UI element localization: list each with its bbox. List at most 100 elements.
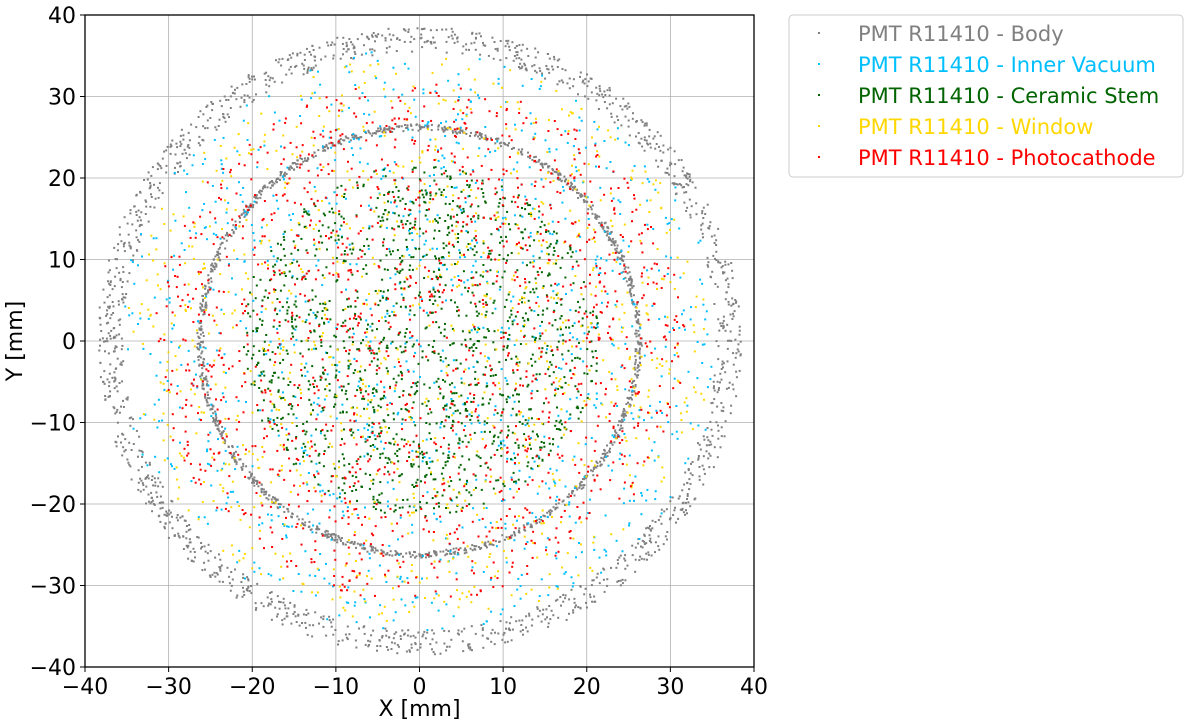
scatter-point-series-2 [474,181,477,184]
scatter-point-series-1 [586,200,589,203]
scatter-point-series-2 [696,377,699,380]
scatter-point-series-1 [456,632,459,635]
scatter-point-series-1 [109,334,112,337]
scatter-point-series-2 [368,113,371,116]
scatter-point-series-2 [364,130,367,133]
scatter-point-series-3 [547,368,550,371]
scatter-point-series-1 [203,545,206,548]
scatter-point-series-1 [447,630,450,633]
scatter-point-series-1 [158,182,161,185]
scatter-point-series-3 [447,251,450,254]
scatter-point-series-2 [556,284,559,287]
scatter-point-series-3 [477,205,480,208]
scatter-point-series-2 [278,309,281,312]
scatter-point-series-3 [505,358,507,361]
scatter-point-series-2 [180,363,183,366]
scatter-point-series-1 [441,128,444,131]
scatter-point-series-3 [480,188,483,191]
scatter-point-series-2 [385,581,388,583]
scatter-point-series-1 [637,329,640,332]
scatter-point-series-1 [381,130,384,133]
scatter-point-series-1 [166,145,169,148]
scatter-point-series-1 [564,503,566,506]
scatter-point-series-1 [715,421,718,424]
scatter-point-series-1 [510,534,513,537]
scatter-point-series-1 [283,174,286,177]
scatter-point-series-3 [344,319,347,322]
scatter-point-series-3 [430,311,433,314]
scatter-point-series-1 [262,605,265,608]
scatter-point-series-1 [493,41,496,43]
scatter-point-series-2 [243,260,246,263]
scatter-point-series-2 [349,263,352,266]
scatter-point-series-1 [541,72,543,75]
scatter-point-series-2 [306,370,309,373]
scatter-point-series-1 [331,536,334,539]
scatter-point-series-2 [628,245,630,248]
scatter-point-series-3 [438,290,440,293]
scatter-point-series-3 [514,223,517,226]
scatter-point-series-3 [262,370,265,373]
scatter-point-series-1 [132,443,135,445]
scatter-point-series-1 [624,579,627,582]
scatter-point-series-1 [369,48,372,51]
scatter-point-series-2 [445,537,447,540]
scatter-point-series-3 [466,409,469,412]
scatter-point-series-3 [295,325,298,328]
scatter-point-series-1 [681,489,684,492]
scatter-point-series-3 [382,290,385,293]
scatter-point-series-1 [690,462,692,465]
scatter-point-series-3 [431,350,434,353]
scatter-point-series-2 [646,178,649,181]
scatter-point-series-3 [441,256,444,258]
scatter-point-series-1 [494,142,497,145]
scatter-point-series-2 [549,232,551,235]
scatter-point-series-2 [569,332,572,335]
scatter-point-series-1 [578,486,581,489]
scatter-point-series-2 [383,447,386,450]
scatter-point-series-1 [197,347,199,350]
scatter-point-series-3 [425,326,428,329]
scatter-point-series-1 [115,445,118,448]
scatter-point-series-2 [245,401,247,403]
scatter-point-series-3 [447,214,449,217]
scatter-point-series-1 [689,180,691,183]
scatter-point-series-1 [459,131,462,134]
scatter-point-series-1 [219,243,222,246]
scatter-point-series-1 [492,544,495,547]
scatter-point-series-1 [619,579,622,582]
scatter-point-series-3 [294,447,297,450]
scatter-point-series-1 [238,458,241,461]
scatter-point-series-3 [404,223,407,226]
scatter-point-series-1 [462,650,465,653]
scatter-point-series-1 [138,225,141,228]
scatter-point-series-1 [510,536,513,539]
scatter-point-series-3 [399,257,401,259]
scatter-point-series-2 [347,601,350,604]
scatter-point-series-2 [439,426,442,429]
scatter-point-series-2 [236,561,239,564]
scatter-point-series-2 [509,488,512,490]
scatter-point-series-1 [263,184,266,187]
scatter-point-series-1 [465,48,468,51]
scatter-point-series-1 [734,356,737,359]
scatter-point-series-3 [435,321,438,324]
scatter-point-series-3 [500,442,502,445]
scatter-point-series-1 [231,456,234,459]
scatter-point-series-3 [368,424,371,427]
scatter-point-series-3 [421,402,424,405]
scatter-point-series-3 [301,374,303,377]
scatter-point-series-1 [387,648,390,651]
scatter-point-series-3 [477,455,480,458]
scatter-point-series-3 [585,310,588,313]
scatter-point-series-1 [346,638,349,641]
scatter-point-series-1 [240,96,243,99]
scatter-point-series-1 [606,107,609,110]
scatter-point-series-2 [355,263,358,266]
scatter-point-series-1 [122,446,125,449]
scatter-point-series-1 [664,535,667,538]
scatter-point-series-3 [388,328,391,331]
scatter-point-series-1 [209,408,212,411]
scatter-point-series-3 [341,389,343,392]
scatter-point-series-2 [501,179,504,182]
